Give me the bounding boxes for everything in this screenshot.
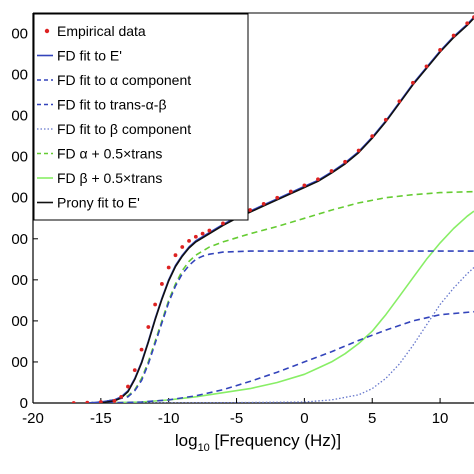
data-point [288,189,293,194]
x-axis-title-base: log [175,431,198,450]
x-tick-label: 10 [432,410,449,427]
data-point [207,228,212,233]
data-point [180,245,185,249]
data-point [343,159,347,164]
y-tick-label: 00 [11,149,28,166]
data-point [166,265,171,270]
legend-label: Empirical data [57,23,146,39]
data-point [411,80,415,85]
series-empirical-data [71,15,474,403]
data-point [146,325,151,329]
legend-item: FD β + 0.5×trans [37,170,162,186]
data-point [85,400,90,403]
y-tick-label: 00 [11,67,28,84]
data-point [173,253,178,258]
legend: Empirical data FD fit to E' FD fit to α co… [33,13,249,221]
x-tick-label: -5 [230,410,243,427]
y-tick-label: 00 [11,26,28,43]
data-point [139,347,144,352]
y-tick-label: 00 [11,272,28,289]
series-line-5 [87,267,474,403]
data-point [200,231,205,236]
legend-swatch [44,28,50,34]
legend-item: FD fit to α component [37,72,191,88]
data-point [153,302,158,307]
legend-label: FD fit to trans-α-β [57,97,167,113]
legend-box [33,13,249,221]
legend-item: FD fit to β component [37,121,191,137]
data-point [248,208,253,212]
x-axis-title: log10 [Frequency (Hz)] [175,431,341,454]
legend-item: Empirical data [44,23,146,39]
y-tick-label: 0 [20,395,28,412]
legend-item: FD fit to trans-α-β [37,97,167,113]
legend-label: FD β + 0.5×trans [57,170,162,186]
data-point [187,238,191,243]
y-tick-label: 00 [11,354,28,371]
data-point [119,394,124,399]
data-point [451,33,456,38]
y-tick-label: 00 [11,231,28,248]
x-axis-title-subscript: 10 [198,442,210,454]
data-point [126,384,130,389]
data-point [98,400,103,403]
legend-item: FD α + 0.5×trans [37,146,162,162]
y-tick-label: 00 [11,190,28,207]
legend-label: FD α + 0.5×trans [57,146,162,162]
legend-item: FD fit to E' [37,48,122,64]
legend-label: FD fit to β component [57,121,191,137]
data-point [193,234,198,239]
data-point [302,183,307,188]
legend-label: Prony fit to E' [57,195,140,211]
data-point [132,368,137,373]
data-point [316,177,320,182]
y-tick-label: 00 [11,313,28,330]
x-axis-title-rest: [Frequency (Hz)] [210,431,341,450]
data-point [397,99,402,104]
x-ticks: -20 -15 -10 -5 0 5 10 [22,398,448,427]
legend-label: FD fit to α component [57,72,191,88]
data-point [275,195,280,200]
data-point [112,399,117,403]
data-point [424,64,429,69]
data-point [438,48,442,52]
data-point [71,401,76,403]
data-point [160,282,164,286]
data-point [221,221,225,226]
series-line-7 [87,210,474,403]
data-point [356,148,361,153]
x-tick-label: 5 [368,410,376,427]
data-point [261,201,266,206]
x-tick-label: 0 [300,410,308,427]
legend-item: Prony fit to E' [37,195,140,211]
x-tick-label: -10 [158,410,180,427]
data-point [383,117,388,122]
data-point [465,21,470,26]
y-tick-label: 00 [11,108,28,125]
legend-label: FD fit to E' [57,48,122,64]
data-point [329,169,334,173]
x-tick-label: -15 [90,410,112,427]
x-tick-label: -20 [22,410,44,427]
series-line-4 [87,310,474,403]
data-point [370,134,375,139]
